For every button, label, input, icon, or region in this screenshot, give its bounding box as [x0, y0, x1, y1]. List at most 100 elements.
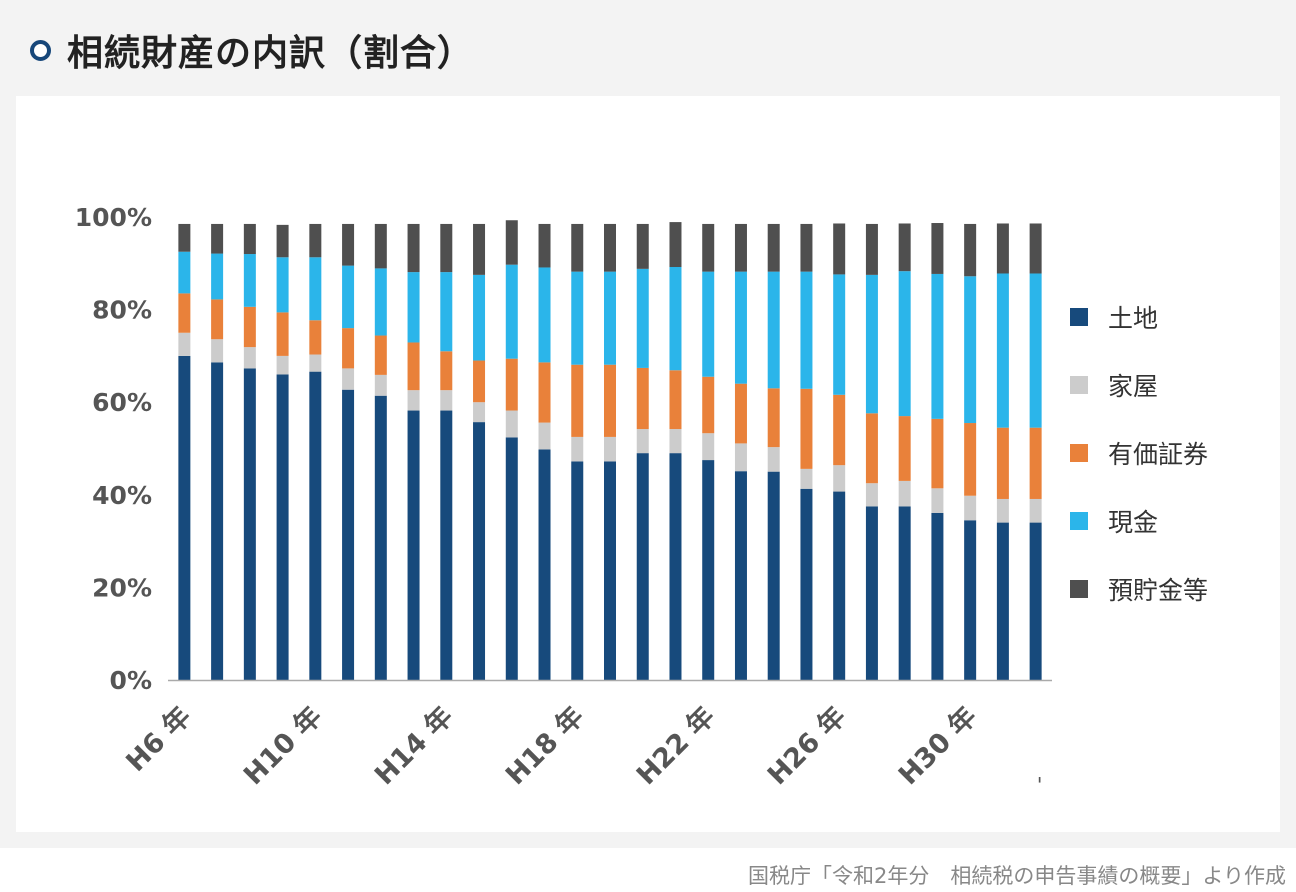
bar-segment	[734, 471, 747, 680]
bar-segment	[407, 342, 420, 391]
bar-segment	[178, 332, 191, 356]
bar-segment	[538, 422, 551, 450]
bar-segment	[800, 468, 813, 489]
bar-segment	[964, 223, 977, 277]
bar-segment	[1029, 498, 1042, 523]
bar-segment	[604, 461, 616, 680]
x-tick-label: H10 年	[237, 700, 328, 791]
legend-swatch	[1070, 512, 1088, 530]
bar-segment	[571, 271, 584, 365]
bar-segment	[800, 271, 813, 389]
bar-segment	[178, 355, 191, 680]
x-tick-label: H22 年	[630, 700, 721, 791]
legend-item: 土地	[1070, 283, 1208, 351]
legend-label: 預貯金等	[1108, 576, 1209, 605]
bar-segment	[276, 224, 289, 258]
bar-segment	[898, 223, 911, 272]
bar-group	[407, 223, 420, 680]
bar-segment	[833, 465, 846, 492]
bar-group	[604, 223, 616, 680]
bar-group	[833, 223, 846, 680]
bar-segment	[604, 364, 616, 437]
bar-segment	[898, 506, 911, 680]
bar-segment	[833, 223, 846, 275]
bar-segment	[571, 223, 584, 272]
bar-segment	[440, 272, 453, 352]
bar-segment	[931, 512, 944, 680]
bar-segment	[636, 429, 649, 454]
bar-segment	[342, 223, 355, 266]
bar-segment	[374, 268, 387, 336]
bar-segment	[505, 220, 518, 265]
x-tick-label: H6 年	[120, 700, 198, 778]
y-tick-label: 100%	[75, 203, 152, 232]
bar-group	[865, 223, 878, 680]
bar-group	[800, 223, 813, 680]
title-bullet-icon	[30, 39, 51, 61]
bar-segment	[636, 453, 649, 680]
bar-segment	[865, 413, 878, 484]
bar-group	[767, 223, 780, 680]
bar-segment	[473, 274, 486, 361]
bar-group	[1029, 223, 1042, 680]
bar-segment	[505, 437, 518, 680]
bar-segment	[964, 520, 977, 680]
bar-group	[669, 222, 682, 680]
bar-segment	[636, 367, 649, 430]
bar-segment	[440, 390, 453, 411]
bar-segment	[538, 362, 551, 423]
bar-segment	[996, 498, 1009, 523]
bar-segment	[505, 264, 518, 359]
bar-segment	[833, 274, 846, 395]
bar-group	[538, 223, 551, 680]
bar-segment	[505, 358, 518, 411]
bar-segment	[309, 320, 322, 355]
bar-group	[440, 223, 453, 680]
legend-item: 有価証券	[1070, 419, 1208, 487]
bar-segment	[374, 374, 387, 396]
bar-segment	[538, 223, 551, 268]
bar-group	[178, 223, 191, 680]
bar-segment	[767, 447, 780, 472]
bar-segment	[1029, 522, 1042, 680]
bar-segment	[996, 223, 1009, 274]
bar-segment	[931, 273, 944, 419]
bar-segment	[276, 312, 289, 356]
bar-segment	[636, 268, 649, 368]
bar-segment	[407, 223, 420, 273]
bar-segment	[276, 257, 289, 313]
bar-segment	[178, 293, 191, 333]
bar-segment	[473, 422, 486, 680]
bar-segment	[767, 271, 780, 389]
bar-segment	[342, 328, 355, 369]
bar-segment	[505, 410, 518, 438]
bar-segment	[800, 388, 813, 469]
bar-segment	[636, 223, 649, 269]
bar-segment	[473, 360, 486, 403]
bar-segment	[1029, 273, 1042, 428]
bar-segment	[996, 427, 1009, 499]
bar-segment	[211, 253, 224, 300]
bar-group	[964, 223, 977, 680]
bar-segment	[669, 267, 682, 371]
bar-segment	[702, 460, 715, 680]
bar-group	[702, 223, 715, 680]
bar-segment	[931, 418, 944, 489]
bar-segment	[1029, 427, 1042, 499]
bar-segment	[931, 488, 944, 513]
bar-segment	[865, 274, 878, 414]
bar-segment	[702, 433, 715, 461]
bar-segment	[178, 223, 191, 252]
bar-segment	[833, 491, 846, 680]
bar-segment	[865, 483, 878, 507]
bar-group	[473, 223, 486, 680]
bar-segment	[604, 436, 616, 462]
legend-swatch	[1070, 308, 1088, 326]
bar-segment	[342, 368, 355, 390]
legend-swatch	[1070, 580, 1088, 598]
bar-segment	[931, 223, 944, 274]
bar-segment	[571, 364, 584, 437]
bar-segment	[538, 449, 551, 680]
y-tick-label: 40%	[92, 481, 152, 510]
bar-segment	[604, 271, 616, 365]
